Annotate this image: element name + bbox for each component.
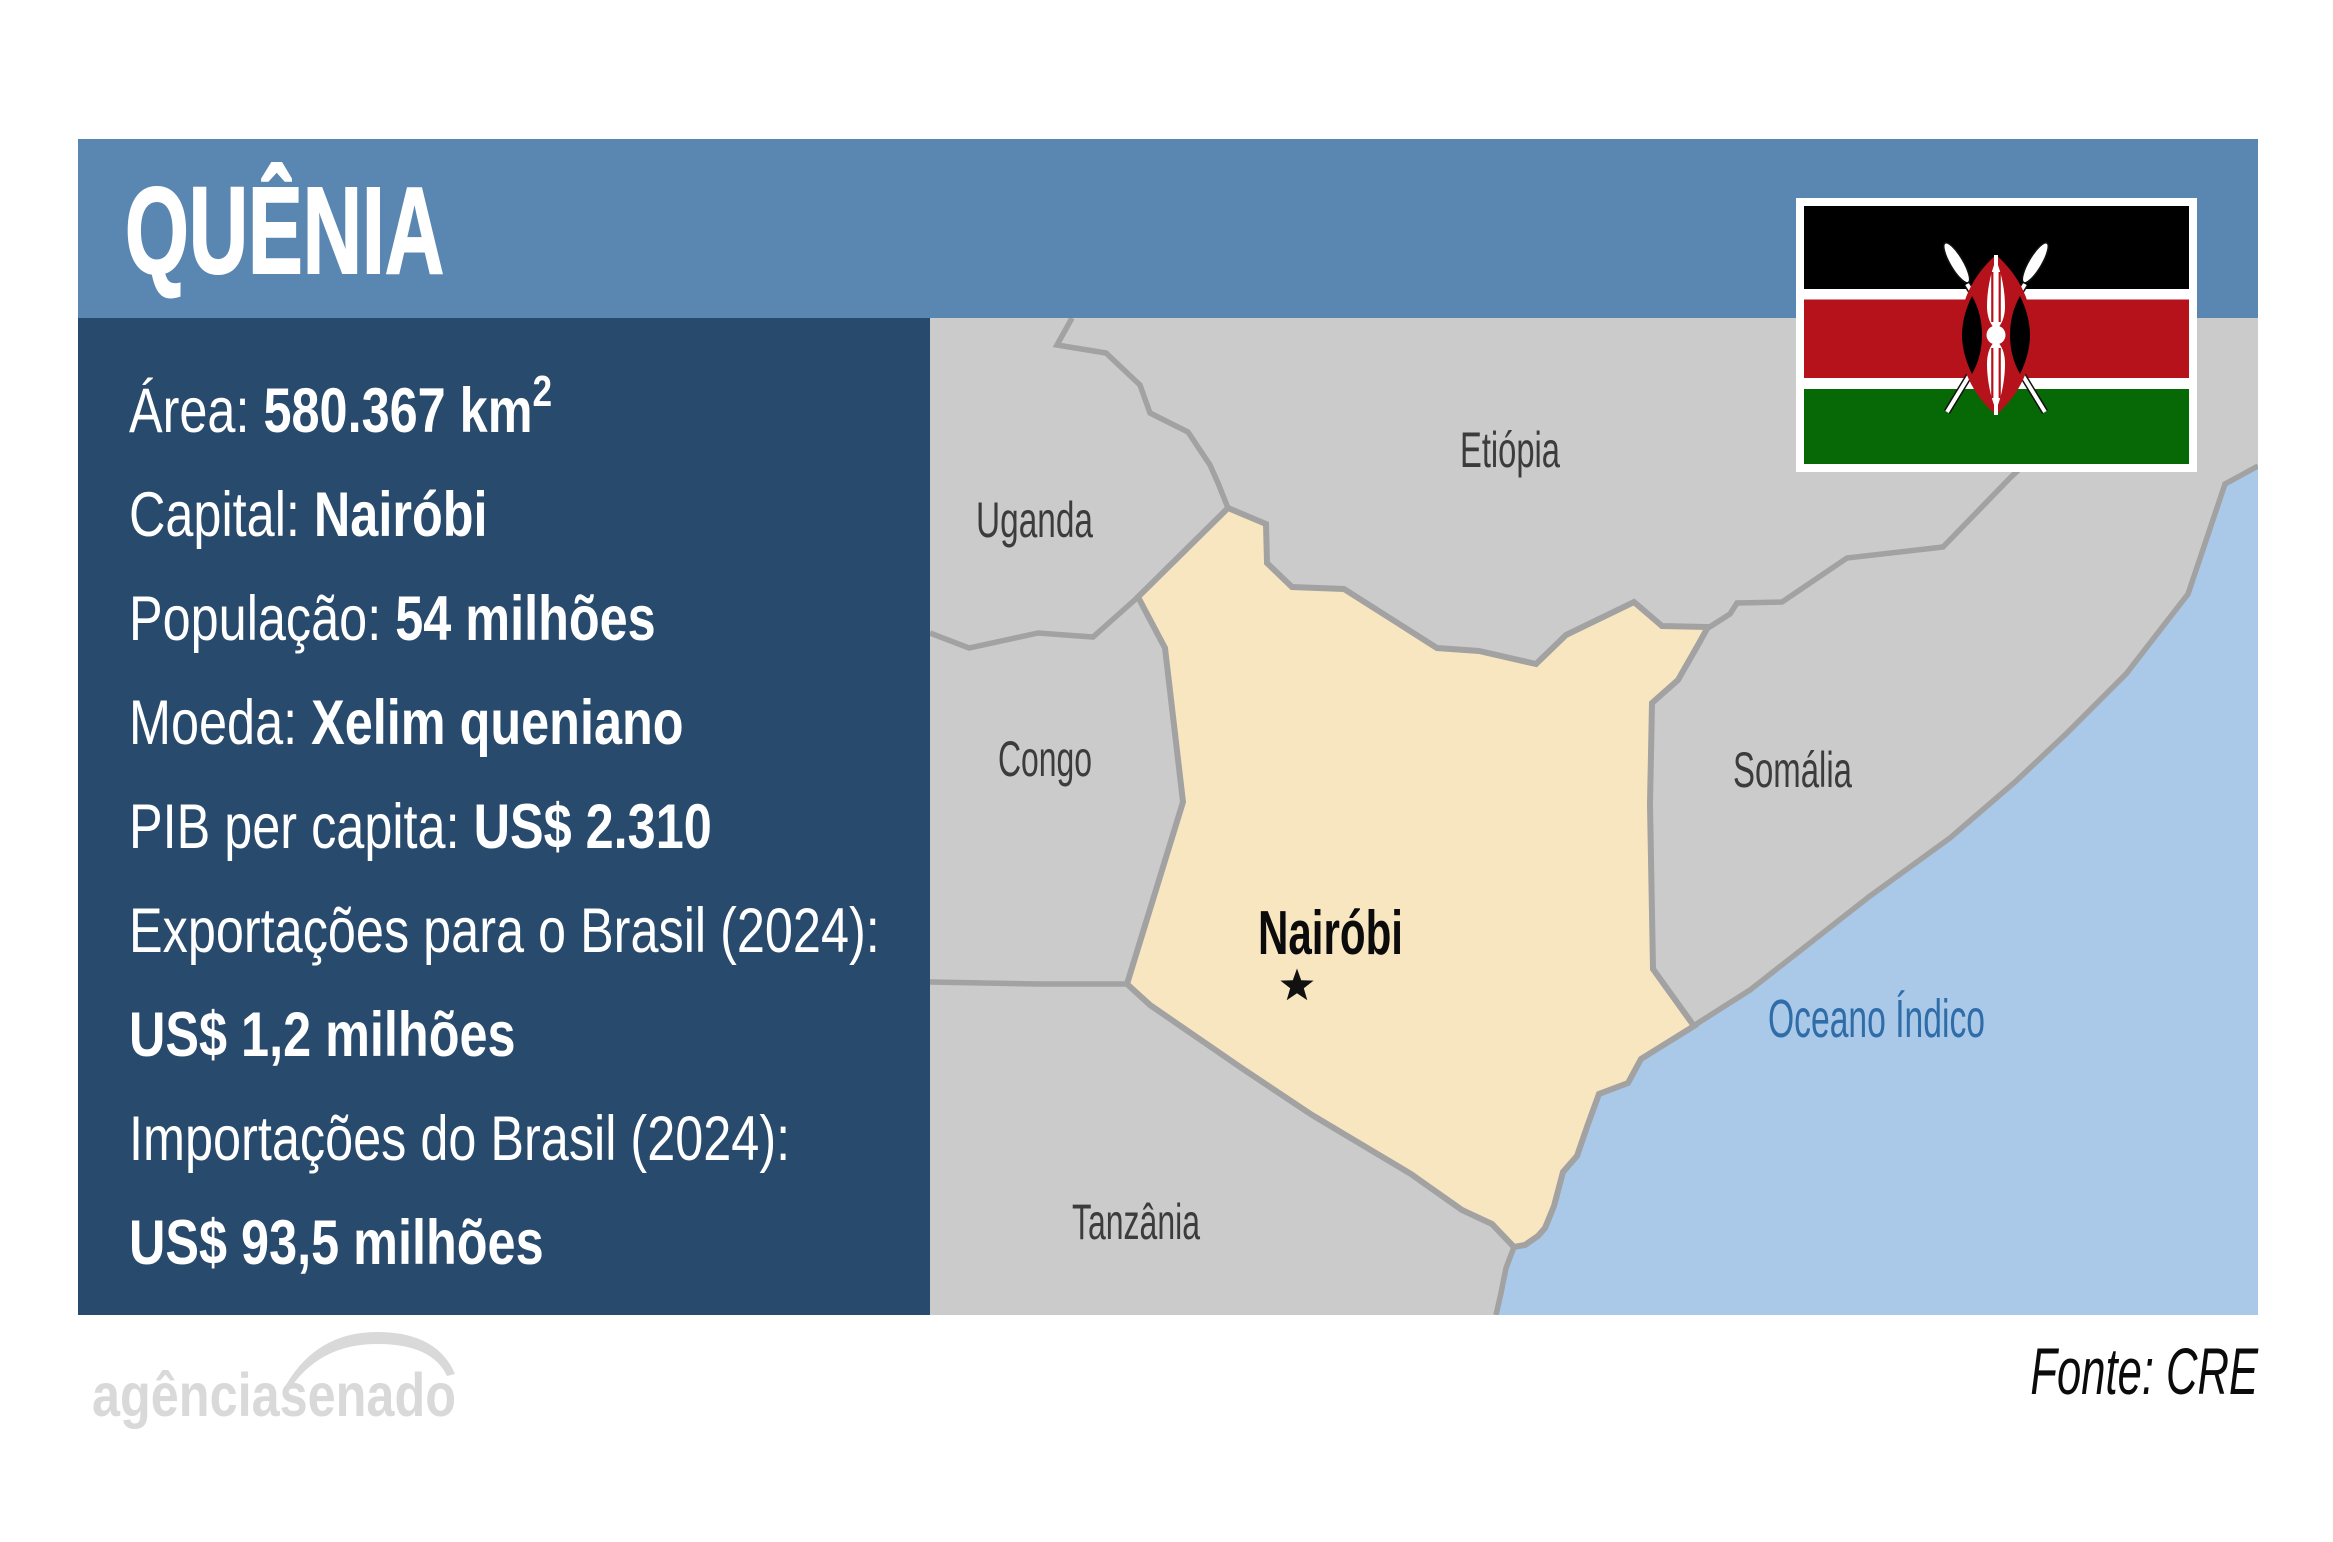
svg-text:agênciasenado: agênciasenado [92, 1361, 456, 1429]
svg-text:Etiópia: Etiópia [1460, 422, 1560, 478]
svg-text:Somália: Somália [1733, 742, 1852, 798]
svg-text:Nairóbi: Nairóbi [1258, 899, 1403, 968]
svg-text:Uganda: Uganda [976, 492, 1093, 548]
svg-text:Oceano Índico: Oceano Índico [1768, 989, 1985, 1049]
svg-text:Congo: Congo [998, 731, 1092, 787]
svg-text:Tanzânia: Tanzânia [1072, 1194, 1200, 1250]
